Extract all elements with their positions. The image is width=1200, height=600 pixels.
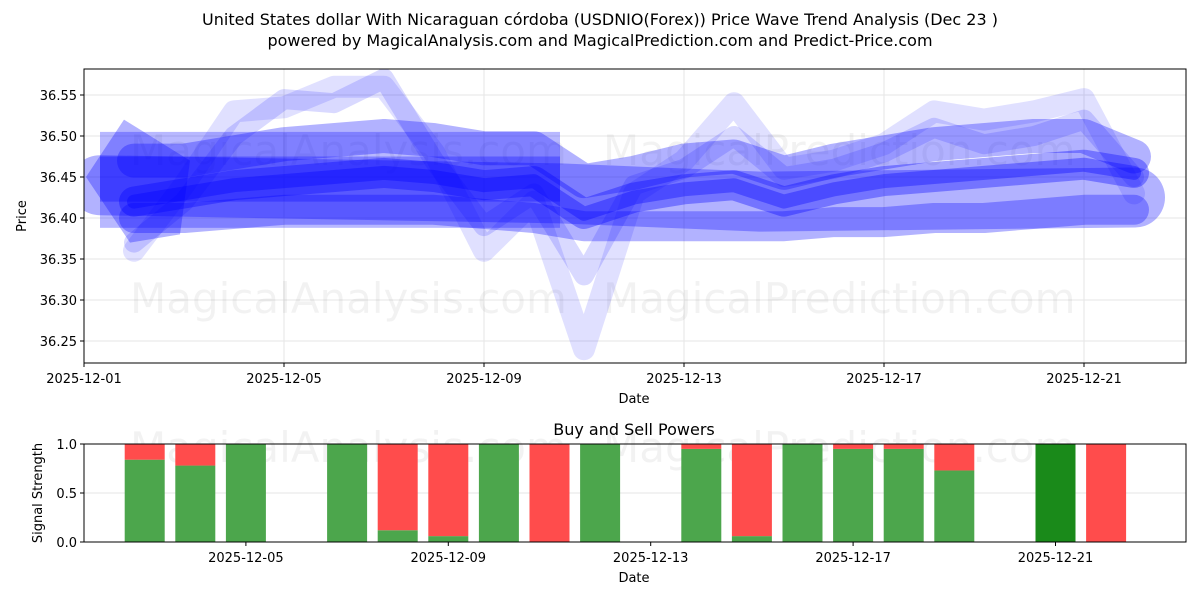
- sell-bar: [883, 444, 924, 449]
- bar-group: [225, 444, 266, 542]
- buy-bar: [225, 444, 266, 542]
- buy-bar: [731, 536, 772, 542]
- watermark-text: MagicalPrediction.com: [603, 274, 1076, 323]
- buy-bar: [883, 448, 924, 542]
- axes-frame: [83, 68, 1187, 364]
- x-tick-label: 2025-12-21: [1046, 372, 1122, 387]
- x-axis-label: Date: [618, 392, 649, 407]
- y-tick-label: 0.0: [56, 536, 77, 551]
- buy-bar: [478, 444, 519, 542]
- wave-box: [100, 156, 560, 202]
- watermark-text: MagicalAnalysis.com: [130, 126, 567, 175]
- watermark-text: MagicalPrediction.com: [603, 126, 1076, 175]
- watermark-text: MagicalAnalysis.com: [130, 274, 567, 323]
- bar-group: [833, 444, 874, 542]
- bar-group: [327, 444, 368, 542]
- y-tick-label: 1.0: [56, 438, 77, 453]
- x-tick-label: 2025-12-13: [646, 372, 722, 387]
- sell-bar: [833, 444, 874, 449]
- bar-group: [1086, 444, 1127, 542]
- y-tick-label: 36.55: [40, 89, 77, 104]
- buy-bar: [428, 536, 469, 542]
- wave-spike: [86, 119, 190, 243]
- x-tick-label: 2025-12-05: [208, 551, 284, 566]
- wave-box: [100, 131, 560, 228]
- x-tick-label: 2025-12-09: [446, 372, 522, 387]
- chart-title: United States dollar With Nicaraguan cór…: [202, 10, 998, 29]
- wave-bands: [84, 69, 1165, 361]
- bar-group: [175, 444, 216, 542]
- x-tick-label: 2025-12-05: [246, 372, 322, 387]
- buy-bar: [580, 444, 621, 542]
- x-tick-label: 2025-12-21: [1018, 551, 1094, 566]
- y-tick-label: 36.45: [40, 171, 77, 186]
- price-chart: MagicalAnalysis.com MagicalPrediction.com…: [15, 68, 1187, 407]
- wave-line: [119, 149, 1149, 229]
- buy-bar: [124, 459, 165, 542]
- sell-bar: [175, 444, 216, 466]
- y-tick-label: 36.30: [40, 294, 77, 309]
- y-axis-label: Price: [15, 200, 30, 232]
- buy-bar: [833, 448, 874, 542]
- y-axis-label: Signal Strength: [31, 443, 46, 543]
- sell-bar: [529, 444, 570, 542]
- x-tick-label: 2025-12-09: [411, 551, 487, 566]
- bar-group: [934, 444, 975, 542]
- x-axis-label: Date: [618, 571, 649, 586]
- wave-core: [127, 157, 1141, 221]
- x-tick-label: 2025-12-01: [46, 372, 122, 387]
- sell-bar: [1086, 444, 1127, 542]
- buy-sell-chart: MagicalAnalysis.comMagicalPrediction.com…: [31, 420, 1187, 586]
- x-tick-label: 2025-12-13: [613, 551, 689, 566]
- x-tick-label: 2025-12-17: [815, 551, 891, 566]
- x-tick-label: 2025-12-17: [846, 372, 922, 387]
- buy-bar: [175, 465, 216, 542]
- bar-group: [782, 444, 823, 542]
- sell-bar: [428, 444, 469, 537]
- wave-envelope: [84, 155, 1165, 232]
- buy-bar: [934, 470, 975, 542]
- sell-bar: [124, 444, 165, 460]
- bar-group: [681, 444, 722, 542]
- bar-chart-title: Buy and Sell Powers: [553, 420, 715, 439]
- buy-bar: [681, 448, 722, 542]
- sell-bar: [731, 444, 772, 537]
- buy-bar: [377, 530, 418, 542]
- bar-group: [1035, 444, 1076, 542]
- wave-line: [123, 75, 1145, 361]
- bar-group: [428, 444, 469, 542]
- bar-group: [529, 444, 570, 542]
- y-tick-label: 36.35: [40, 253, 77, 268]
- bar-group: [377, 444, 418, 542]
- bar-group: [124, 444, 165, 542]
- bar-group: [731, 444, 772, 542]
- wave-line: [124, 69, 1144, 286]
- buy-bar: [782, 444, 823, 542]
- bar-group: [580, 444, 621, 542]
- buy-bar: [327, 444, 368, 542]
- y-tick-label: 0.5: [56, 487, 77, 502]
- y-tick-label: 36.50: [40, 130, 77, 145]
- chart-subtitle: powered by MagicalAnalysis.com and Magic…: [267, 31, 933, 50]
- sell-bar: [934, 444, 975, 471]
- wave-line: [117, 119, 1151, 199]
- sell-bar: [377, 444, 418, 531]
- y-tick-label: 36.25: [40, 335, 77, 350]
- bar-group: [478, 444, 519, 542]
- wave-line: [119, 194, 1149, 242]
- y-tick-label: 36.40: [40, 212, 77, 227]
- bar-group: [883, 444, 924, 542]
- sell-bar: [681, 444, 722, 449]
- buy-bar: [1035, 444, 1076, 542]
